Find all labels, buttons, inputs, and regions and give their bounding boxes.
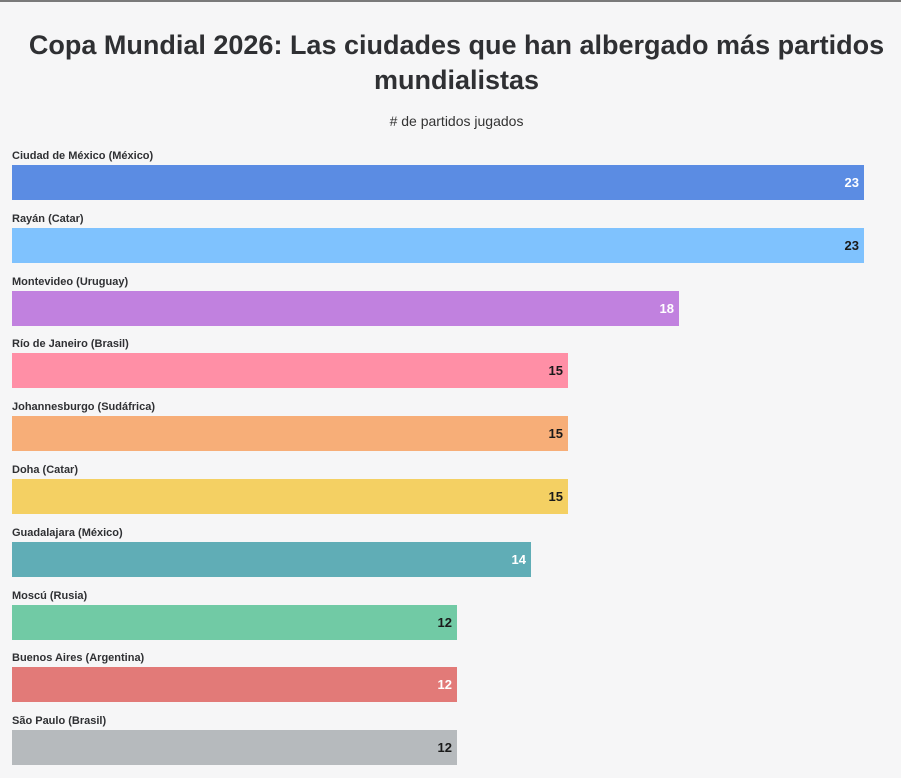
- bar-label: Ciudad de México (México): [12, 150, 154, 162]
- bar-value-label: 14: [511, 552, 526, 567]
- bar-label: Moscú (Rusia): [12, 590, 88, 602]
- bar-value-label: 15: [548, 426, 563, 441]
- bar: [12, 291, 679, 326]
- bar-value-label: 18: [659, 301, 674, 316]
- bar-label: Montevideo (Uruguay): [12, 276, 129, 288]
- bar-label: São Paulo (Brasil): [12, 715, 107, 727]
- top-border: [0, 0, 901, 2]
- bar-value-label: 12: [437, 677, 452, 692]
- bar: [12, 667, 457, 702]
- bar-value-label: 15: [548, 489, 563, 504]
- bar-value-label: 15: [548, 363, 563, 378]
- bar-value-label: 23: [844, 238, 859, 253]
- bar-value-label: 12: [437, 740, 452, 755]
- bar-label: Guadalajara (México): [12, 527, 123, 539]
- bar-value-label: 12: [437, 615, 452, 630]
- bar: [12, 730, 457, 765]
- bar: [12, 228, 864, 263]
- bar-label: Johannesburgo (Sudáfrica): [12, 401, 156, 413]
- bar: [12, 165, 864, 200]
- bar-label: Buenos Aires (Argentina): [12, 652, 145, 664]
- bar-label: Río de Janeiro (Brasil): [12, 338, 129, 350]
- bar: [12, 353, 568, 388]
- bar: [12, 416, 568, 451]
- bar: [12, 479, 568, 514]
- bar-label: Doha (Catar): [12, 464, 79, 476]
- bar-label: Rayán (Catar): [12, 213, 84, 225]
- bar: [12, 605, 457, 640]
- chart-subtitle: # de partidos jugados: [389, 113, 524, 129]
- bar: [12, 542, 531, 577]
- chart-title: Copa Mundial 2026: Las ciudades que han …: [28, 30, 885, 95]
- bar-value-label: 23: [844, 175, 859, 190]
